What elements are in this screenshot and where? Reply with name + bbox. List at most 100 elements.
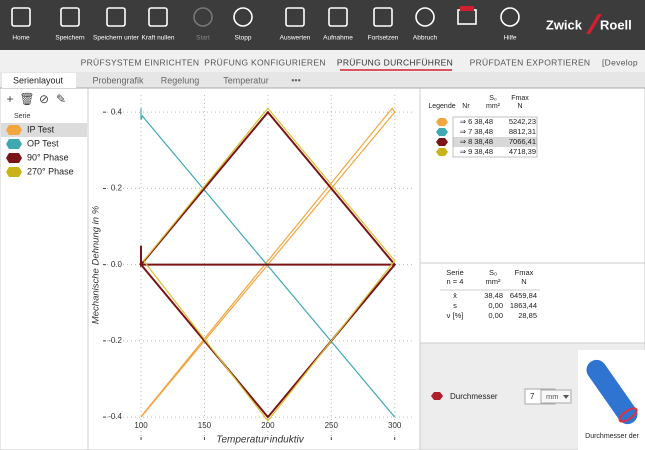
button-label[interactable]: Fortsetzen	[368, 35, 399, 42]
sub-tab-bar	[0, 72, 645, 88]
selected-row	[1, 123, 87, 137]
tool-icon[interactable]: 🗑	[19, 92, 34, 106]
y-tick-label: 0.2	[111, 184, 123, 193]
x-tick-label: 100	[134, 421, 148, 430]
toolbar-button[interactable]: Hilfe	[500, 7, 520, 42]
toolbar-button[interactable]: Home	[11, 7, 31, 42]
table-cell: 1863,44	[510, 301, 537, 310]
toolbar-button[interactable]: Kraft nullen	[142, 7, 175, 42]
button-label[interactable]: Auswerten	[280, 35, 311, 42]
table-cell: 4718,39	[509, 147, 536, 156]
table-cell: 0,00	[488, 311, 503, 320]
main-tab[interactable]: PRÜFDATEN EXPORTIEREN	[470, 57, 591, 67]
sub-tab[interactable]: Temperatur	[223, 75, 269, 85]
button-label[interactable]: Kraft nullen	[142, 35, 175, 42]
series-line	[140, 107, 396, 418]
tree-item[interactable]: OP Test	[27, 138, 59, 148]
toolbar-button[interactable]: Auswerten	[280, 7, 311, 42]
logo: Zwick	[546, 17, 583, 32]
unit-dropdown[interactable]	[540, 389, 572, 404]
table-cell: 0,00	[488, 301, 503, 310]
table-cell: 38,48	[474, 147, 493, 156]
legend-icon	[436, 128, 448, 136]
input-label: Durchmesser	[450, 392, 498, 401]
tool-icon[interactable]: ⊘	[39, 92, 49, 106]
button-icon	[193, 7, 213, 27]
toolbar-button[interactable]: Stopp	[233, 7, 253, 42]
sub-tab[interactable]: Regelung	[161, 75, 200, 85]
button-icon	[60, 7, 80, 27]
main-tab[interactable]: PRÜFSYSTEM EINRICHTEN	[81, 57, 200, 67]
table-header: n = 4	[447, 277, 464, 286]
main-tab[interactable]: PRÜFUNG DURCHFÜHREN	[337, 57, 453, 67]
table-cell: 38,48	[484, 291, 503, 300]
toolbar-button[interactable]: Fortsetzen	[368, 7, 399, 42]
table-cell: 38,48	[474, 127, 493, 136]
table-header: Nr	[462, 103, 470, 110]
sub-tab[interactable]: Probengrafik	[92, 75, 144, 85]
item-icon	[6, 125, 22, 135]
toolbar-button[interactable]: Speichern	[55, 7, 85, 42]
button-label[interactable]: Start	[196, 35, 210, 42]
stats-panel	[419, 262, 645, 344]
table-border	[452, 116, 538, 158]
y-tick-label: 0.0	[111, 260, 123, 269]
main-tab[interactable]: PRÜFUNG KONFIGURIEREN	[204, 57, 326, 67]
y-tick-label: -0.4	[108, 412, 122, 421]
tool-icon[interactable]: +	[6, 92, 13, 106]
button-label[interactable]: Aufnahme	[323, 35, 353, 42]
tree-item[interactable]: IP Test	[27, 124, 55, 134]
record-dot	[460, 6, 474, 11]
table-cell: ⇒ 8	[460, 137, 473, 146]
table-header: S₀	[489, 268, 497, 277]
table-cell: 8812,31	[509, 127, 536, 136]
button-icon	[500, 7, 520, 27]
image-caption: Durchmesser der	[585, 433, 639, 440]
tree-item[interactable]: 90° Phase	[27, 152, 69, 162]
y-tick-label: -0.2	[108, 336, 122, 345]
legend-icon	[436, 148, 448, 156]
series-line	[138, 110, 397, 419]
toolbar-button[interactable]: Aufnahme	[323, 7, 353, 42]
button-icon	[285, 7, 305, 27]
button-label[interactable]: Home	[12, 35, 30, 42]
selected-row	[453, 137, 537, 147]
table-cell: x̄	[453, 291, 457, 300]
table-header: Fmax	[515, 268, 534, 277]
table-header: S₀	[489, 95, 497, 102]
y-tick-label: 0.4	[111, 107, 123, 116]
tree-item[interactable]: 270° Phase	[27, 166, 74, 176]
table-header: N	[521, 277, 526, 286]
y-axis-label: Mechanische Dehnung in %	[91, 205, 102, 324]
main-tab[interactable]: [Develop	[602, 57, 638, 67]
button-label[interactable]: Speichern	[55, 35, 85, 42]
series-line	[143, 107, 396, 422]
x-tick-label: 200	[261, 421, 275, 430]
toolbar-button[interactable]: Speichern unter	[93, 7, 140, 42]
button-label[interactable]: Speichern unter	[93, 35, 140, 42]
unit-value[interactable]: mm	[546, 392, 559, 401]
toolbar-button[interactable]: Abbruch	[413, 7, 438, 42]
logo: Roell	[600, 17, 632, 32]
sub-tab[interactable]: •••	[291, 75, 300, 85]
toolbar-button[interactable]: Start	[193, 7, 213, 42]
button-label[interactable]: Abbruch	[413, 35, 438, 42]
button-icon	[148, 7, 168, 27]
series-line	[140, 108, 396, 418]
button-label[interactable]: Hilfe	[503, 35, 516, 42]
button-label[interactable]: Stopp	[235, 35, 252, 42]
table-cell: ⇒ 6	[460, 117, 473, 126]
button-icon	[11, 7, 31, 27]
button-icon	[106, 7, 126, 27]
tool-icon[interactable]: ✎	[56, 92, 66, 106]
input-value[interactable]: 7	[530, 392, 535, 401]
x-tick-label: 300	[388, 421, 402, 430]
sub-tab[interactable]: Serienlayout	[13, 75, 64, 85]
button-icon	[328, 7, 348, 27]
button-icon	[233, 7, 253, 27]
table-header: mm²	[486, 277, 501, 286]
button-icon	[415, 7, 435, 27]
legend-panel	[419, 87, 645, 264]
